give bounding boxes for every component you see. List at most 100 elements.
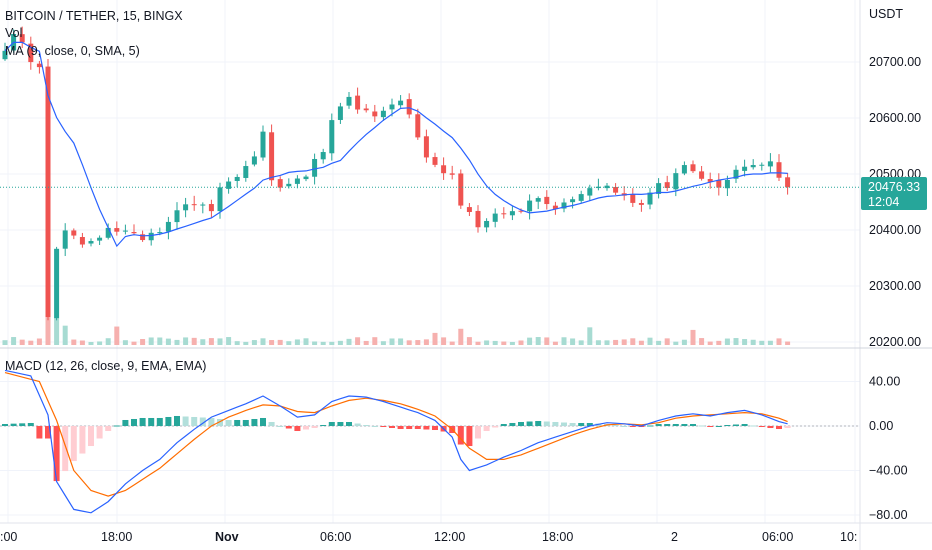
candle (484, 218, 490, 233)
candle-body (122, 230, 128, 232)
macd-histogram-bar (268, 421, 275, 426)
macd-histogram-bar (586, 422, 593, 426)
candle-body (613, 186, 619, 193)
candle (28, 36, 34, 70)
macd-pane[interactable] (0, 369, 860, 514)
macd-histogram-bar (457, 426, 464, 445)
macd-axis[interactable]: 40.00 0.00 −40.00 −80.00 (869, 375, 908, 523)
macd-histogram-bar (423, 426, 430, 430)
macd-histogram-bar (397, 426, 404, 430)
candle (79, 232, 85, 248)
volume-bar (355, 337, 361, 345)
volume-bar (638, 340, 644, 345)
candle-body (45, 66, 51, 318)
time-tick-label: 18:00 (101, 530, 132, 544)
volume-bars (2, 283, 791, 345)
candle-body (716, 180, 722, 188)
macd-tick-label: −40.00 (869, 464, 908, 478)
candle-body (277, 179, 283, 188)
macd-histogram-bar (165, 416, 172, 426)
candle (690, 160, 696, 174)
volume-bar (552, 341, 558, 345)
time-tick-label: 2 (671, 530, 678, 544)
macd-histogram-bar (432, 426, 438, 431)
price-candles[interactable] (2, 26, 791, 321)
candle-body (303, 176, 309, 180)
volume-bar (527, 337, 533, 345)
volume-bar (699, 338, 705, 345)
candle-body (165, 221, 171, 232)
candle-body (97, 237, 103, 241)
candle (449, 165, 455, 180)
price-tick-label: 20600.00 (869, 111, 921, 125)
macd-histogram-bar (191, 416, 198, 426)
candle-body (71, 230, 77, 236)
volume-bar (441, 337, 447, 345)
candle-body (105, 227, 111, 238)
candle (492, 208, 498, 228)
candle (200, 202, 206, 214)
candle (716, 173, 722, 196)
last-price-value: 20476.33 (868, 180, 920, 194)
macd-histogram-bar (53, 426, 60, 482)
candle (122, 224, 128, 235)
candle-body (501, 213, 507, 215)
vol-legend[interactable]: Vol (5, 26, 22, 40)
macd-histogram-bar (320, 424, 327, 426)
macd-histogram-bar (148, 417, 155, 426)
time-tick-label: 18:00 (542, 530, 573, 544)
volume-bar (122, 340, 128, 345)
candle-body (484, 220, 490, 228)
candle (337, 102, 343, 124)
volume-bar (759, 340, 765, 345)
candle-body (466, 207, 472, 213)
volume-bar (423, 339, 429, 345)
candle (97, 235, 103, 246)
candle-body (415, 114, 421, 138)
candle (776, 154, 782, 182)
candle (260, 125, 266, 161)
price-tick-label: 20200.00 (869, 335, 921, 349)
candle (415, 108, 421, 140)
volume-bar (647, 337, 653, 345)
volume-bar (157, 337, 163, 345)
candle (785, 172, 791, 195)
macd-legend[interactable]: MACD (12, 26, close, 9, EMA, EMA) (5, 359, 206, 373)
candle-body (131, 232, 137, 234)
candle-body (346, 96, 352, 106)
macd-histogram-bar (629, 426, 636, 427)
macd-histogram-bar (492, 426, 499, 428)
macd-histogram-bar (733, 424, 739, 426)
time-tick-label: 06:00 (320, 530, 351, 544)
candle (707, 172, 713, 189)
candle (518, 208, 524, 214)
volume-bar (518, 340, 524, 345)
macd-histogram-bar (225, 419, 232, 426)
volume-bar (2, 340, 8, 345)
macd-histogram-bar (621, 426, 628, 427)
candle (458, 169, 464, 209)
ma-legend[interactable]: MA (9, close, 0, SMA, 5) (5, 44, 140, 58)
candle-body (62, 230, 68, 249)
candle (441, 157, 447, 180)
volume-bar (243, 341, 249, 345)
volume-bar (681, 339, 687, 345)
time-tick-label: 12:00 (434, 530, 465, 544)
macd-histogram-bar (70, 426, 77, 462)
macd-histogram-bar (260, 417, 266, 426)
volume-bar (286, 341, 292, 345)
macd-histogram-bar (208, 417, 215, 426)
volume-bar (329, 341, 335, 345)
signal-line (4, 372, 788, 497)
symbol-title[interactable]: BITCOIN / TETHER, 15, BINGX (5, 9, 183, 23)
macd-histogram-bar (535, 420, 542, 426)
candle-body (140, 234, 146, 241)
volume-bar (742, 339, 748, 345)
time-axis[interactable]: :00 18:00 Nov 06:00 12:00 18:00 2 06:00 10: (0, 530, 857, 544)
time-tick-label: 10: (840, 530, 857, 544)
time-tick-label: Nov (215, 530, 239, 544)
macd-histogram-bar (294, 426, 301, 432)
candle (183, 197, 189, 218)
volume-bar (191, 337, 197, 345)
